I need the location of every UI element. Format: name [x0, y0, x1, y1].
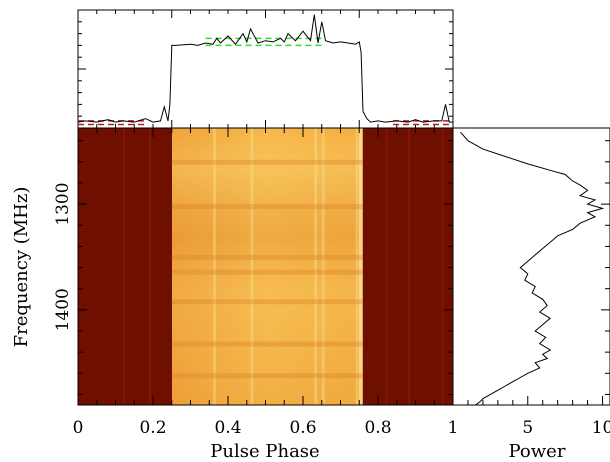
profile-frame: [77, 9, 454, 129]
heatmap-x-tick-label: 0.2: [139, 418, 166, 438]
profile-series-line: [77, 14, 453, 123]
heatmap-faint-column: [385, 128, 388, 405]
heatmap-y-axis-label: Frequency (MHz): [11, 187, 32, 348]
heatmap-bright-column: [355, 128, 359, 405]
heatmap-bright-column: [314, 128, 318, 405]
heatmap-texture: [123, 128, 444, 405]
heatmap-bright-column: [359, 128, 363, 405]
spectrum-panel: 5 10 Power: [452, 127, 610, 462]
heatmap-bright-column: [213, 128, 216, 405]
heatmap-y-axis: 1300 1400: [53, 140, 453, 395]
heatmap-x-tick-label: 0.4: [214, 418, 241, 438]
heatmap-panel: 0 0.2 0.4 0.6 0.8 1 1300 1400 Pulse Phase Freq…: [11, 127, 459, 462]
heatmap-channel-band: [171, 341, 363, 347]
spectrum-x-tick-label: 10: [592, 418, 610, 438]
spectrum-axis: 5 10: [467, 140, 610, 438]
profile-reference-lines: [78, 37, 453, 126]
spectrum-x-tick-label: 5: [522, 418, 533, 438]
heatmap-x-tick-label: 0.6: [289, 418, 316, 438]
profile-panel: [77, 9, 454, 129]
heatmap-channel-band: [171, 269, 363, 275]
profile-ticks: [77, 10, 454, 128]
heatmap-x-tick-label: 1: [448, 418, 459, 438]
heatmap-faint-column: [441, 128, 444, 405]
heatmap-off-pulse-right: [362, 128, 453, 405]
heatmap-channel-band: [171, 299, 363, 305]
heatmap-faint-column: [149, 128, 152, 405]
spectrum-series-line: [460, 131, 605, 406]
heatmap-x-tick-label: 0: [73, 418, 84, 438]
heatmap-channel-band: [171, 254, 363, 260]
heatmap-bright-column: [321, 128, 325, 405]
heatmap-on-pulse-texture: [172, 128, 362, 405]
heatmap-faint-column: [408, 128, 410, 405]
heatmap-y-tick-label: 1400: [53, 288, 73, 331]
heatmap-channel-band: [171, 373, 363, 379]
heatmap-channel-band: [171, 204, 363, 210]
heatmap-faint-column: [123, 128, 125, 405]
heatmap-x-axis-label: Pulse Phase: [210, 441, 319, 462]
heatmap-bright-column: [250, 128, 254, 405]
heatmap-channel-band: [171, 159, 363, 165]
spectrum-x-axis-label: Power: [509, 441, 566, 462]
heatmap-x-tick-label: 0.8: [364, 418, 391, 438]
heatmap-y-tick-label: 1300: [53, 182, 73, 225]
spectrum-frame: [452, 127, 610, 406]
